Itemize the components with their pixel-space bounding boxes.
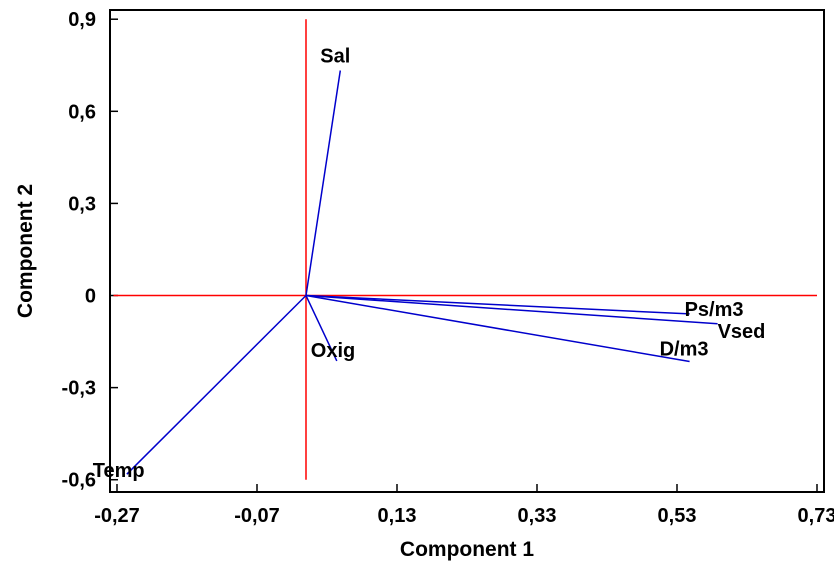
x-tick-label: 0,73: [798, 505, 834, 527]
vector-oxig: [305, 295, 338, 362]
vector-label: Sal: [320, 45, 350, 67]
reference-lines: [113, 19, 817, 480]
y-tick-label: 0,6: [68, 101, 96, 123]
vector-sal: [305, 70, 342, 296]
x-axis-title: Component 1: [400, 538, 534, 561]
vector-label: Oxig: [311, 340, 355, 362]
y-tick-label: 0,3: [68, 193, 96, 215]
x-tick-label: -0,27: [94, 505, 140, 527]
vector-d-m3: [305, 294, 690, 363]
x-tick-label: 0,53: [658, 505, 697, 527]
vector-temp: [126, 294, 307, 475]
x-tick-label: 0,13: [378, 505, 417, 527]
loading-vectors: [126, 70, 718, 475]
y-tick-label: 0,9: [68, 9, 96, 31]
plot-frame: [109, 9, 825, 493]
x-tick-label: 0,33: [518, 505, 557, 527]
vector-label: Vsed: [718, 321, 766, 343]
vector-ps-m3: [305, 294, 690, 315]
y-tick-label: -0,6: [62, 470, 96, 492]
y-tick-label: 0: [85, 286, 96, 308]
vector-label: D/m3: [660, 339, 709, 361]
vector-label: Temp: [93, 460, 145, 482]
y-tick-label: -0,3: [62, 378, 96, 400]
axis-ticks: -0,27 -0,07 0,13 0,33 0,53 0,73 0,9 0,6 0,3 0 -0,3…: [62, 9, 834, 527]
vector-vsed: [305, 294, 718, 325]
vector-label: Ps/m3: [685, 299, 744, 321]
y-axis-title: Component 2: [14, 184, 37, 318]
x-tick-label: -0,07: [234, 505, 280, 527]
